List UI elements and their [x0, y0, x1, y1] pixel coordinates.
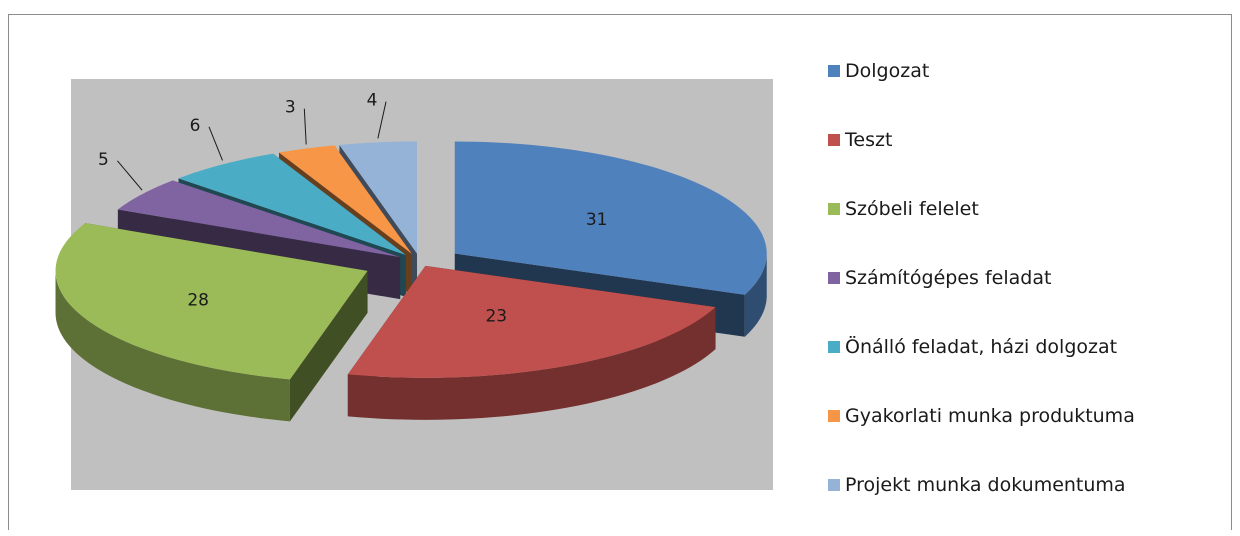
- legend-swatch: [828, 134, 840, 146]
- pie-slice-top: [178, 153, 406, 256]
- pie-slice-rim: [347, 307, 716, 420]
- data-label: 5: [98, 150, 109, 170]
- legend-label: Gyakorlati munka produktuma: [845, 405, 1135, 427]
- leader-line: [377, 101, 387, 139]
- legend-label: Projekt munka dokumentuma: [845, 474, 1126, 496]
- data-label: 31: [586, 210, 608, 230]
- pie-slice-top: [117, 180, 401, 258]
- data-label: 28: [187, 290, 209, 310]
- pie-slice-top: [279, 145, 412, 254]
- legend-swatch: [828, 65, 840, 77]
- legend-label: Önálló feladat, házi dolgozat: [845, 336, 1118, 358]
- legend-item: Gyakorlati munka produktuma: [828, 403, 1135, 429]
- data-label: 4: [367, 91, 378, 111]
- leader-line: [117, 160, 143, 191]
- pie-slice-top: [339, 141, 417, 254]
- legend-item: Dolgozat: [828, 58, 929, 84]
- legend-item: Szóbeli felelet: [828, 196, 979, 222]
- data-label: 6: [190, 116, 201, 136]
- pie-slice-top: [454, 141, 767, 295]
- legend-swatch: [828, 272, 840, 284]
- pie-slice-rim: [55, 270, 290, 422]
- legend-label: Számítógépes feladat: [845, 267, 1052, 289]
- pie-slice-rim: [744, 253, 767, 337]
- data-label: 3: [285, 98, 296, 118]
- legend-label: Dolgozat: [845, 60, 930, 82]
- legend-item: Számítógépes feladat: [828, 265, 1051, 291]
- leader-line: [303, 108, 307, 145]
- legend-swatch: [828, 203, 840, 215]
- legend-item: Teszt: [828, 127, 892, 153]
- legend-label: Szóbeli felelet: [845, 198, 979, 220]
- legend-label: Teszt: [845, 129, 893, 151]
- leader-line: [208, 126, 223, 161]
- legend-swatch: [828, 341, 840, 353]
- pie-slice-1: [347, 265, 716, 420]
- legend-item: Projekt munka dokumentuma: [828, 472, 1126, 498]
- legend-swatch: [828, 410, 840, 422]
- pie-slice-top: [55, 223, 368, 380]
- legend-item: Önálló feladat, házi dolgozat: [828, 334, 1117, 360]
- data-label: 23: [485, 307, 507, 327]
- legend-swatch: [828, 479, 840, 491]
- pie-slice-2: [55, 223, 368, 422]
- pie-slice-top: [347, 265, 716, 378]
